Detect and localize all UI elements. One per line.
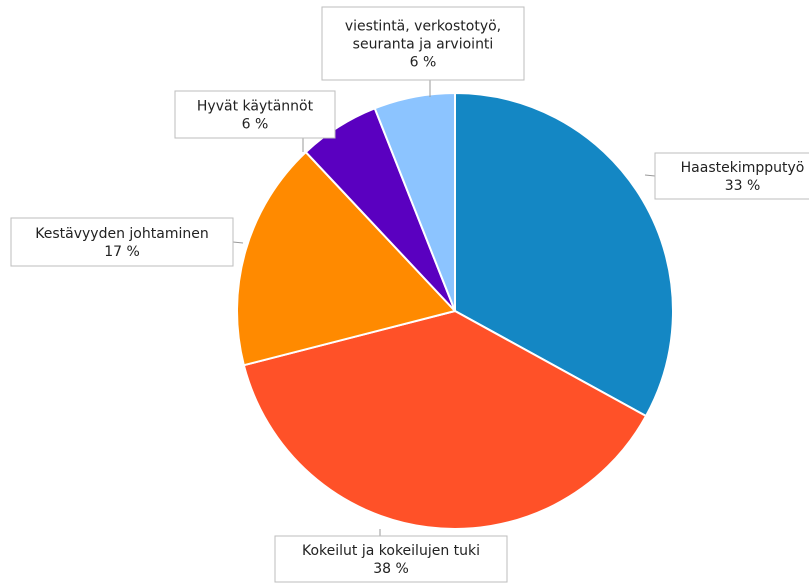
- label-box: [10, 217, 234, 267]
- data-label-haastekimpputyo: Haastekimpputyö 33 %: [644, 152, 809, 200]
- label-category: Hyvät käytännöt: [197, 99, 314, 115]
- pie-slice-kestavyyden-johtaminen: [236, 151, 456, 367]
- label-percent: 17 %: [104, 244, 140, 260]
- label-box: [174, 90, 336, 139]
- data-label-hyvat-kaytannot: Hyvät käytännöt 6 %: [174, 90, 336, 152]
- data-label-viestinta-verkostotyo-seuranta-ja-arviointi: viestintä, verkostotyö, seuranta ja arvio…: [321, 6, 525, 97]
- label-category: seuranta ja arviointi: [353, 37, 494, 53]
- leader-line: [232, 241, 244, 244]
- data-label-kestavyyden-johtaminen: Kestävyyden johtaminen 17 %: [10, 217, 244, 267]
- label-percent: 6 %: [410, 55, 437, 71]
- label-box: [654, 152, 809, 200]
- label-percent: 6 %: [242, 117, 269, 133]
- label-box: [274, 535, 508, 583]
- label-category: Kestävyyden johtaminen: [35, 226, 208, 242]
- pie-slice-viestinta-verkostotyo-seuranta-ja-arviointi: [373, 92, 456, 312]
- label-category: viestintä, verkostotyö,: [345, 19, 501, 35]
- label-percent: 38 %: [373, 561, 409, 577]
- label-category: Haastekimpputyö: [681, 160, 805, 176]
- label-category: Kokeilut ja kokeilujen tuki: [302, 543, 480, 559]
- label-percent: 33 %: [725, 178, 761, 194]
- pie-slices: [236, 92, 674, 530]
- data-label-kokeilut-ja-kokeilujen-tuki: Kokeilut ja kokeilujen tuki 38 %: [274, 529, 508, 583]
- label-box: [321, 6, 525, 81]
- pie-slice-haastekimpputyo: [454, 92, 674, 418]
- pie-slice-kokeilut-ja-kokeilujen-tuki: [242, 310, 648, 530]
- leader-line: [644, 174, 656, 177]
- data-labels: Haastekimpputyö 33 % Kokeilut ja kokeiluje…: [10, 6, 809, 583]
